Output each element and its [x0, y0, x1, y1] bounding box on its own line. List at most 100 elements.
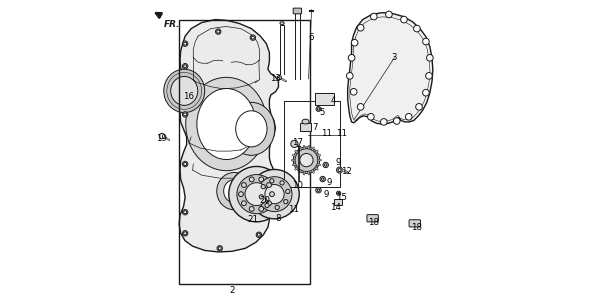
Circle shape — [275, 205, 279, 209]
Text: 9: 9 — [327, 178, 332, 187]
Circle shape — [427, 54, 433, 61]
Circle shape — [351, 39, 358, 46]
Circle shape — [414, 25, 420, 32]
Circle shape — [358, 24, 364, 31]
Circle shape — [183, 163, 186, 166]
Ellipse shape — [237, 175, 276, 214]
Circle shape — [241, 183, 247, 188]
Ellipse shape — [224, 180, 245, 203]
Circle shape — [259, 195, 263, 199]
Polygon shape — [314, 167, 319, 170]
Ellipse shape — [164, 69, 205, 113]
FancyBboxPatch shape — [409, 220, 421, 227]
FancyBboxPatch shape — [367, 215, 378, 222]
Polygon shape — [314, 150, 319, 154]
Circle shape — [267, 183, 271, 188]
Circle shape — [251, 36, 254, 39]
Circle shape — [405, 113, 412, 120]
Ellipse shape — [186, 77, 267, 171]
Circle shape — [182, 64, 188, 69]
Circle shape — [322, 178, 324, 180]
Circle shape — [416, 104, 422, 110]
Polygon shape — [318, 159, 322, 161]
Polygon shape — [348, 13, 433, 124]
Circle shape — [183, 232, 186, 235]
Circle shape — [217, 30, 219, 33]
Circle shape — [217, 246, 222, 251]
Circle shape — [336, 191, 341, 195]
Text: 9: 9 — [336, 158, 342, 167]
Circle shape — [182, 161, 188, 167]
Circle shape — [386, 11, 392, 18]
Text: 16: 16 — [183, 92, 194, 101]
FancyBboxPatch shape — [293, 8, 301, 14]
Circle shape — [256, 232, 261, 237]
Circle shape — [277, 76, 281, 80]
Text: 21: 21 — [247, 215, 258, 224]
Circle shape — [182, 112, 188, 117]
Polygon shape — [312, 147, 314, 151]
Circle shape — [338, 169, 341, 172]
Circle shape — [261, 185, 266, 189]
Ellipse shape — [265, 185, 284, 204]
Bar — [284, 101, 340, 187]
Ellipse shape — [245, 183, 268, 206]
Circle shape — [291, 140, 298, 147]
Polygon shape — [294, 167, 299, 170]
Ellipse shape — [171, 76, 198, 105]
Circle shape — [286, 189, 290, 194]
Circle shape — [422, 38, 430, 45]
Text: 14: 14 — [330, 203, 341, 212]
Ellipse shape — [235, 111, 267, 147]
Text: 12: 12 — [340, 167, 352, 176]
Text: 5: 5 — [319, 108, 325, 117]
Polygon shape — [291, 159, 295, 161]
Text: 9: 9 — [324, 190, 329, 199]
Text: 7: 7 — [312, 123, 317, 132]
Circle shape — [346, 73, 353, 79]
Circle shape — [249, 177, 254, 182]
Circle shape — [337, 192, 340, 194]
Text: 6: 6 — [309, 33, 314, 42]
Circle shape — [238, 192, 244, 197]
Ellipse shape — [250, 169, 299, 219]
Polygon shape — [307, 171, 310, 175]
Polygon shape — [317, 154, 321, 157]
Bar — [316, 93, 334, 105]
Circle shape — [381, 119, 387, 125]
Polygon shape — [303, 171, 306, 175]
Circle shape — [259, 206, 264, 211]
Circle shape — [183, 211, 186, 214]
Circle shape — [259, 177, 264, 182]
Circle shape — [284, 200, 288, 204]
Ellipse shape — [295, 149, 318, 172]
Text: 13: 13 — [270, 74, 281, 83]
Polygon shape — [299, 147, 301, 151]
Circle shape — [159, 133, 165, 139]
Text: 10: 10 — [293, 181, 303, 190]
Polygon shape — [307, 145, 310, 149]
Circle shape — [317, 108, 320, 110]
Circle shape — [250, 35, 255, 40]
Circle shape — [394, 118, 400, 124]
Circle shape — [280, 181, 284, 185]
Text: 20: 20 — [260, 196, 270, 205]
Polygon shape — [312, 169, 314, 173]
Text: 18: 18 — [368, 218, 379, 227]
Circle shape — [368, 113, 374, 120]
Text: 11: 11 — [288, 205, 299, 214]
Circle shape — [401, 16, 407, 23]
Text: 4: 4 — [330, 96, 336, 105]
Circle shape — [257, 233, 260, 236]
Polygon shape — [294, 150, 299, 154]
Circle shape — [270, 179, 274, 183]
Text: 3: 3 — [392, 53, 397, 62]
Text: 11: 11 — [336, 129, 347, 138]
Circle shape — [316, 188, 321, 193]
Ellipse shape — [229, 166, 284, 222]
Bar — [300, 123, 311, 131]
Text: 19: 19 — [156, 134, 166, 143]
Ellipse shape — [197, 88, 256, 160]
Circle shape — [182, 41, 188, 46]
Circle shape — [249, 206, 254, 211]
